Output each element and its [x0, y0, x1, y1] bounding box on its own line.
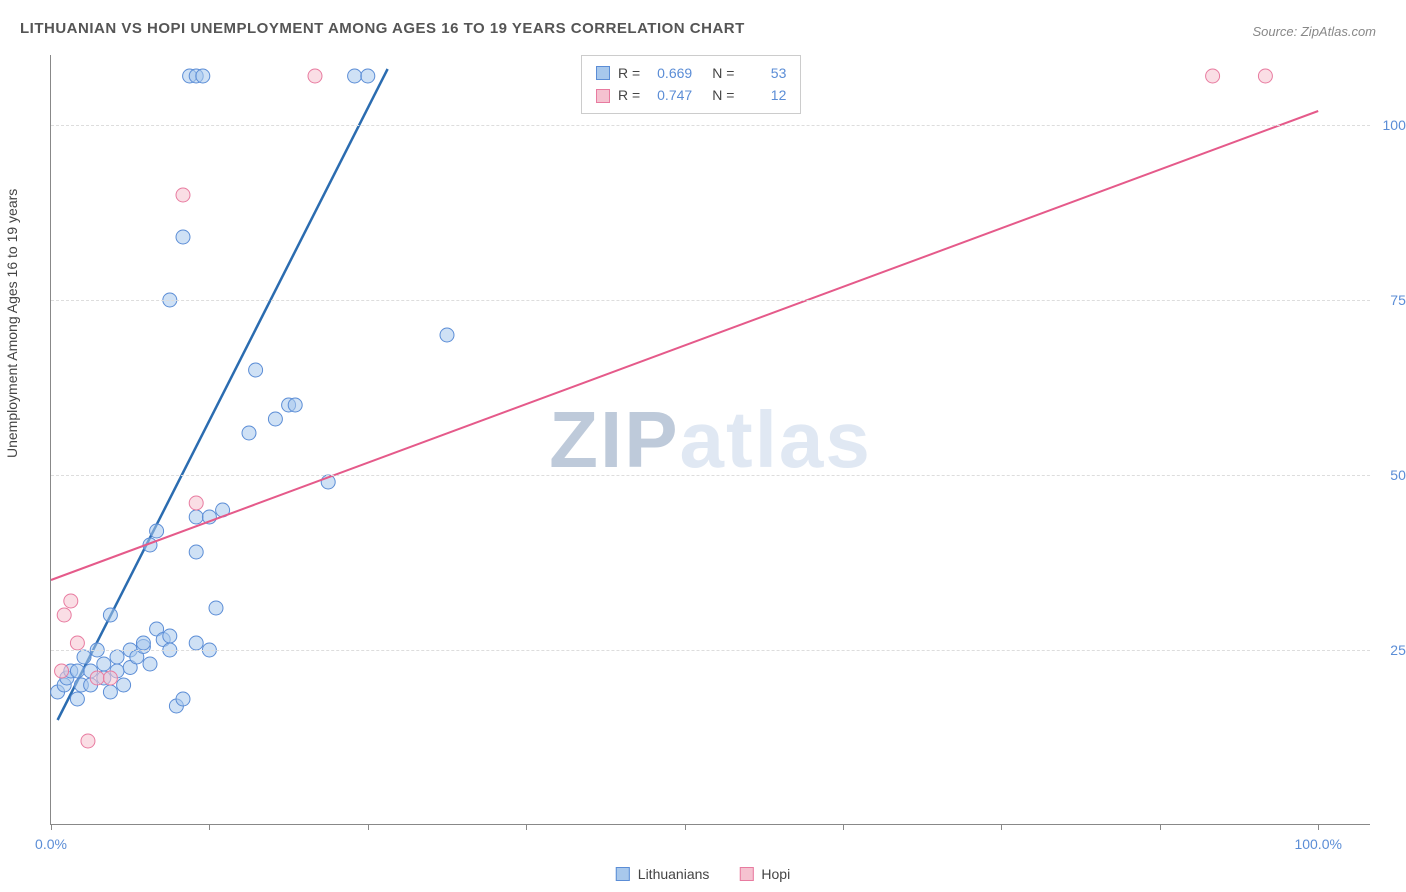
data-point	[308, 69, 322, 83]
data-point	[136, 636, 150, 650]
data-point	[189, 545, 203, 559]
data-point	[77, 650, 91, 664]
data-point	[81, 734, 95, 748]
data-point	[103, 685, 117, 699]
data-point	[150, 524, 164, 538]
chart-title: LITHUANIAN VS HOPI UNEMPLOYMENT AMONG AG…	[20, 20, 745, 37]
data-point	[176, 230, 190, 244]
data-point	[1258, 69, 1272, 83]
stat-r-label: R =	[618, 62, 640, 84]
data-point	[440, 328, 454, 342]
x-tick	[1160, 824, 1161, 830]
stats-row: R = 0.669 N = 53	[596, 62, 786, 84]
data-point	[103, 608, 117, 622]
stat-r-value: 0.747	[648, 84, 692, 106]
x-tick	[1318, 824, 1319, 830]
y-tick-label: 25.0%	[1390, 642, 1406, 658]
data-point	[163, 629, 177, 643]
stat-r-label: R =	[618, 84, 640, 106]
stats-row: R = 0.747 N = 12	[596, 84, 786, 106]
source-label: Source: ZipAtlas.com	[1252, 24, 1376, 39]
trend-line	[51, 111, 1318, 580]
stat-n-value: 12	[742, 84, 786, 106]
bottom-legend: Lithuanians Hopi	[616, 866, 790, 882]
data-point	[176, 188, 190, 202]
grid-line	[51, 650, 1370, 651]
stat-swatch	[596, 66, 610, 80]
data-point	[90, 671, 104, 685]
x-tick-label: 0.0%	[35, 836, 67, 852]
plot-svg	[51, 55, 1370, 824]
data-point	[242, 426, 256, 440]
grid-line	[51, 300, 1370, 301]
stat-n-value: 53	[742, 62, 786, 84]
stat-swatch	[596, 89, 610, 103]
data-point	[268, 412, 282, 426]
y-tick-label: 100.0%	[1383, 117, 1406, 133]
data-point	[64, 594, 78, 608]
legend-item: Lithuanians	[616, 866, 710, 882]
x-tick	[209, 824, 210, 830]
data-point	[249, 363, 263, 377]
y-axis-label: Unemployment Among Ages 16 to 19 years	[4, 189, 20, 458]
data-point	[189, 510, 203, 524]
data-point	[189, 496, 203, 510]
x-tick	[843, 824, 844, 830]
legend-label: Hopi	[761, 866, 790, 882]
data-point	[57, 608, 71, 622]
legend-swatch	[616, 867, 630, 881]
y-tick-label: 75.0%	[1390, 292, 1406, 308]
data-point	[361, 69, 375, 83]
stat-r-value: 0.669	[648, 62, 692, 84]
stats-box: R = 0.669 N = 53 R = 0.747 N = 12	[581, 55, 801, 114]
data-point	[196, 69, 210, 83]
data-point	[209, 601, 223, 615]
data-point	[70, 636, 84, 650]
y-tick-label: 50.0%	[1390, 467, 1406, 483]
grid-line	[51, 125, 1370, 126]
x-tick	[51, 824, 52, 830]
x-tick	[526, 824, 527, 830]
x-tick	[685, 824, 686, 830]
x-tick	[1001, 824, 1002, 830]
x-tick-label: 100.0%	[1294, 836, 1341, 852]
data-point	[70, 692, 84, 706]
data-point	[189, 636, 203, 650]
data-point	[117, 678, 131, 692]
data-point	[110, 650, 124, 664]
stat-n-label: N =	[712, 62, 734, 84]
data-point	[97, 657, 111, 671]
data-point	[55, 664, 69, 678]
trend-line	[58, 69, 388, 720]
plot-area: ZIPatlas R =0.669N =53R =0.747N =12 25.0…	[50, 55, 1370, 825]
legend-item: Hopi	[739, 866, 790, 882]
data-point	[1206, 69, 1220, 83]
legend-label: Lithuanians	[638, 866, 710, 882]
grid-line	[51, 475, 1370, 476]
data-point	[143, 657, 157, 671]
data-point	[176, 692, 190, 706]
legend-swatch	[739, 867, 753, 881]
data-point	[288, 398, 302, 412]
stat-n-label: N =	[712, 84, 734, 106]
x-tick	[368, 824, 369, 830]
data-point	[103, 671, 117, 685]
data-point	[70, 664, 84, 678]
data-point	[348, 69, 362, 83]
